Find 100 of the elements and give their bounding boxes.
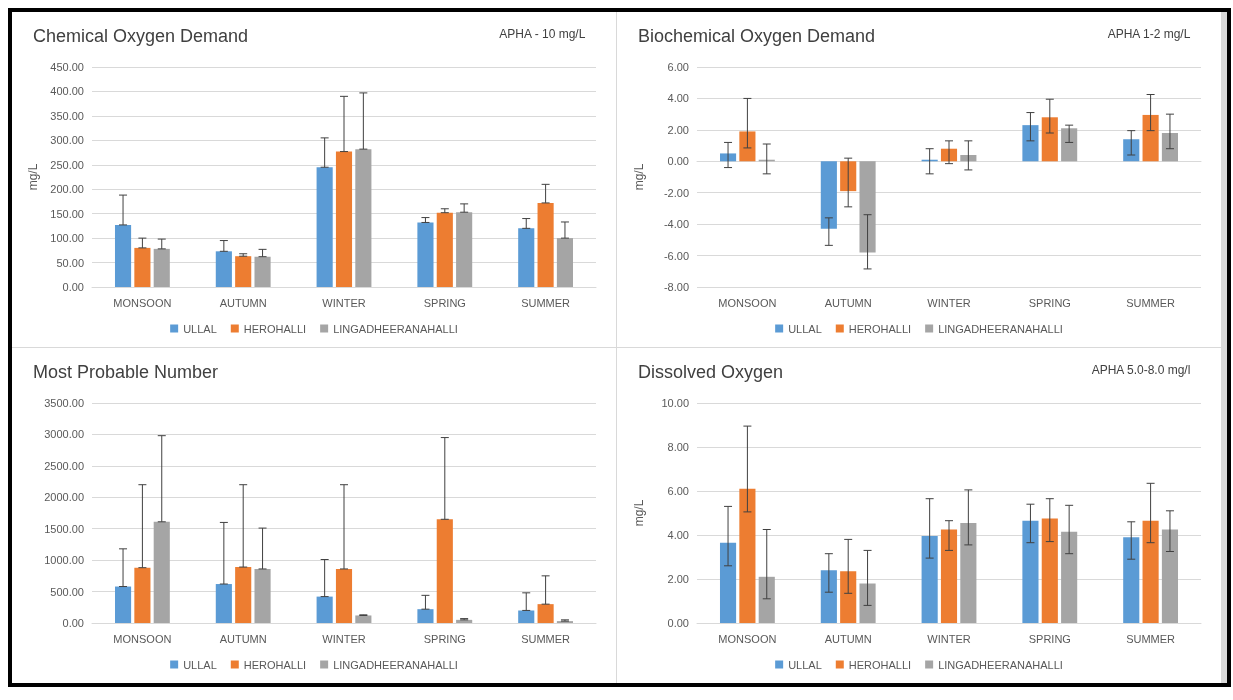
- y-tick-label: 8.00: [667, 441, 689, 453]
- bar: [215, 251, 232, 287]
- bar: [1161, 529, 1179, 623]
- y-tick-label: 0.00: [667, 155, 689, 168]
- bar: [1061, 128, 1078, 162]
- y-axis-title: mg/L: [26, 163, 41, 191]
- y-tick-label: 2500.00: [44, 459, 84, 472]
- bar: [739, 488, 756, 623]
- y-tick-label: 4.00: [667, 529, 689, 541]
- legend-label: HEROHALLI: [848, 322, 912, 335]
- y-tick-label: 4.00: [667, 92, 689, 105]
- x-tick-label: WINTER: [927, 632, 971, 645]
- bar: [537, 604, 554, 623]
- bar: [921, 536, 938, 623]
- y-tick-label: 300.00: [50, 134, 84, 147]
- bar: [436, 519, 453, 623]
- x-tick-label: SPRING: [423, 296, 466, 309]
- bar: [820, 161, 837, 229]
- legend-label: HEROHALLI: [243, 658, 307, 671]
- x-tick-label: MONSOON: [113, 296, 172, 309]
- bar: [960, 522, 977, 623]
- bar: [1142, 520, 1159, 623]
- chart-title: Chemical Oxygen Demand: [33, 26, 249, 46]
- bar: [518, 228, 535, 287]
- bar: [254, 256, 271, 287]
- legend-label: ULLAL: [183, 658, 217, 671]
- y-tick-label: 3500.00: [44, 397, 84, 409]
- bar: [235, 567, 252, 623]
- y-tick-label: 200.00: [50, 183, 84, 196]
- bar: [335, 151, 353, 287]
- bar: [355, 615, 372, 623]
- bar: [235, 256, 252, 287]
- x-tick-label: MONSOON: [113, 632, 172, 645]
- bar: [134, 247, 151, 287]
- bar: [1061, 531, 1078, 623]
- bar: [114, 586, 132, 623]
- x-tick-label: MONSOON: [718, 632, 777, 645]
- bar: [1123, 537, 1140, 623]
- y-tick-label: 2000.00: [44, 491, 84, 504]
- chart-title: Biochemical Oxygen Demand: [638, 26, 876, 46]
- y-tick-label: 50.00: [56, 256, 84, 269]
- bar: [254, 568, 271, 623]
- bar: [758, 576, 775, 623]
- x-tick-label: SUMMER: [521, 632, 571, 645]
- y-tick-label: 250.00: [50, 158, 84, 171]
- y-tick-label: 1500.00: [44, 522, 84, 535]
- bar: [537, 202, 554, 287]
- x-tick-label: SPRING: [1028, 296, 1071, 309]
- x-tick-label: AUTUMN: [824, 296, 872, 309]
- legend-label: ULLAL: [788, 322, 822, 335]
- y-tick-label: 350.00: [50, 109, 84, 122]
- chart-title: Most Probable Number: [33, 362, 219, 382]
- y-tick-label: 0.00: [62, 617, 84, 629]
- y-tick-label: 2.00: [667, 123, 689, 136]
- legend-label: LINGADHEERANAHALLI: [938, 658, 1063, 671]
- bar: [355, 149, 372, 287]
- bar: [840, 571, 857, 623]
- bar: [153, 521, 170, 623]
- y-tick-label: -2.00: [663, 186, 689, 199]
- y-tick-label: 100.00: [50, 232, 84, 245]
- bar: [436, 212, 453, 287]
- bar: [840, 161, 857, 192]
- y-tick-label: 6.00: [667, 485, 689, 497]
- bar: [215, 584, 232, 623]
- bar: [1022, 125, 1039, 162]
- y-tick-label: 2.00: [667, 573, 689, 585]
- legend-label: HEROHALLI: [848, 658, 912, 671]
- y-tick-label: 0.00: [667, 617, 689, 629]
- y-tick-label: -4.00: [663, 218, 689, 231]
- bar: [114, 224, 132, 287]
- y-tick-label: 0.00: [62, 281, 84, 293]
- bar: [739, 131, 756, 162]
- bar: [518, 610, 535, 623]
- y-tick-label: 1000.00: [44, 554, 84, 567]
- x-tick-label: SUMMER: [1126, 632, 1176, 645]
- legend-label: LINGADHEERANAHALLI: [333, 658, 458, 671]
- bar: [859, 583, 876, 623]
- legend-label: LINGADHEERANAHALLI: [938, 322, 1063, 335]
- legend-label: LINGADHEERANAHALLI: [333, 322, 458, 335]
- bar: [1041, 117, 1058, 162]
- y-tick-label: 400.00: [50, 85, 84, 98]
- x-tick-label: WINTER: [322, 296, 366, 309]
- y-tick-label: 6.00: [667, 61, 689, 73]
- bar: [153, 248, 170, 287]
- bar: [940, 529, 958, 623]
- x-tick-label: MONSOON: [718, 296, 777, 309]
- bar: [134, 567, 151, 623]
- bar: [859, 161, 876, 253]
- y-tick-label: -8.00: [663, 281, 689, 293]
- bar: [316, 596, 333, 623]
- bar: [316, 167, 333, 287]
- text: APHA - 10 mg/L: [499, 27, 586, 41]
- x-tick-label: AUTUMN: [219, 632, 267, 645]
- text: APHA 1-2 mg/L: [1107, 27, 1191, 41]
- y-axis-title: mg/L: [632, 163, 646, 191]
- bar: [1022, 520, 1039, 623]
- x-tick-label: SUMMER: [521, 296, 571, 309]
- bar: [417, 609, 434, 623]
- bar: [417, 222, 434, 287]
- bar: [1123, 139, 1140, 162]
